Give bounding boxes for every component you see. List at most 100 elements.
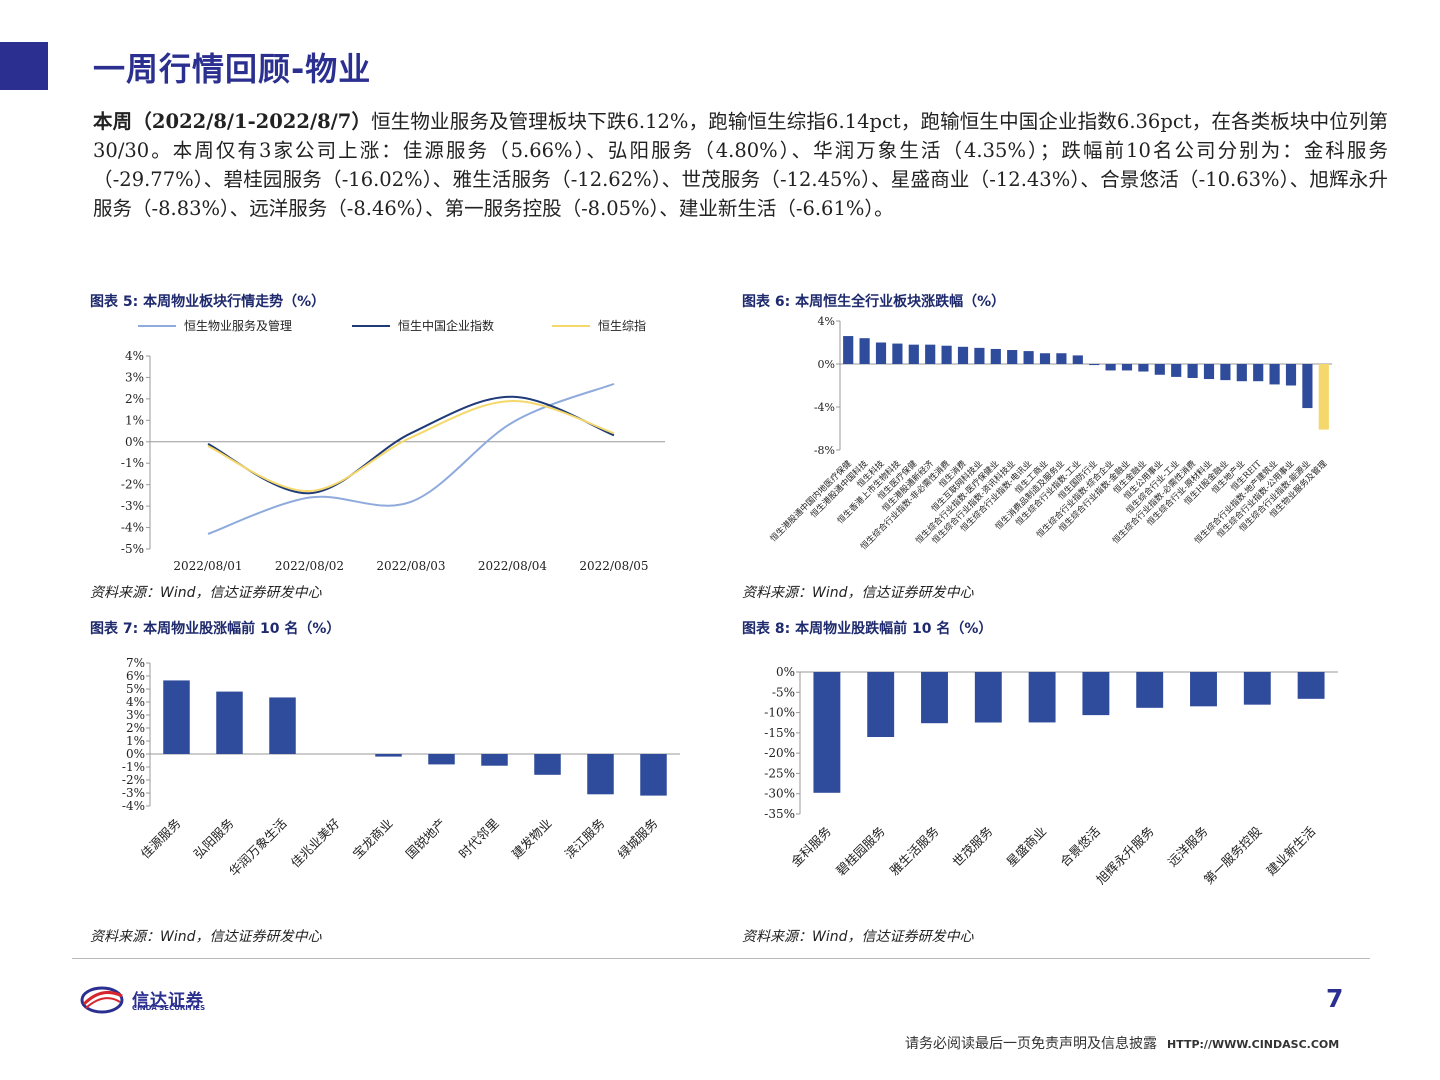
- fig5-y-tick-label: 3%: [125, 370, 144, 384]
- fig7-y-tick-label: -2%: [122, 773, 145, 787]
- page-number: 7: [1326, 984, 1344, 1013]
- logo-name-en: CINDA SECURITIES: [132, 1004, 206, 1012]
- fig5-x-tick-label: 2022/08/05: [579, 559, 648, 573]
- fig8-y-tick-label: -5%: [772, 685, 795, 699]
- fig8-y-tick-label: -35%: [764, 807, 795, 821]
- website-url: HTTP://WWW.CINDASC.COM: [1167, 1038, 1340, 1051]
- fig5-line-chart: 恒生物业服务及管理 恒生中国企业指数 恒生综指 4% 3% 2% 1% 0% -1% -2% -3%…: [121, 318, 665, 573]
- fig5-x-tick-label: 2022/08/02: [275, 559, 344, 573]
- fig7-y-tick-label: -1%: [122, 760, 145, 774]
- fig7-y-tick-label: -3%: [122, 786, 145, 800]
- fig5-legend-label-1: 恒生中国企业指数: [398, 318, 494, 333]
- fig8-bar: [921, 672, 948, 724]
- fig6-bar: [1138, 364, 1149, 372]
- fig8-x-tick-label: 雅生活服务: [887, 824, 942, 879]
- fig8-y-tick-label: -15%: [764, 726, 795, 740]
- fig8-x-tick-label: 世茂服务: [949, 824, 995, 870]
- fig7-y-tick-label: 2%: [126, 721, 145, 735]
- fig7-x-tick-label: 宝龙商业: [350, 816, 396, 862]
- fig5-legend-label-0: 恒生物业服务及管理: [184, 318, 292, 333]
- fig8-y-tick-label: -10%: [764, 706, 795, 720]
- fig6-bar: [941, 345, 952, 364]
- fig8-bar: [1028, 672, 1056, 723]
- fig7-x-tick-label: 时代邻里: [456, 816, 502, 862]
- fig6-y-tick-label: 0%: [818, 358, 835, 371]
- fig6-bar: [908, 344, 919, 364]
- fig6-bar: [1203, 364, 1215, 380]
- fig5-y-tick-label: 0%: [125, 435, 144, 449]
- fig7-bar-chart: 7%6%5%4%3%2%1%0%-1%-2%-3%-4%佳源服务 弘阳服务华润万象…: [122, 656, 680, 879]
- fig7-bar: [587, 754, 614, 795]
- fig7-source: 资料来源：Wind，信达证券研发中心: [90, 929, 322, 945]
- fig6-bar: [1039, 353, 1051, 364]
- fig6-bar: [1171, 364, 1182, 377]
- fig7-y-tick-label: 5%: [126, 682, 145, 696]
- summary-text: 恒生物业服务及管理板块下跌6.12%，跑输恒生综指6.14pct，跑输恒生中国企…: [93, 110, 1389, 220]
- fig6-bar: [1236, 364, 1247, 382]
- fig8-bar: [1297, 672, 1325, 699]
- fig8-x-tick-label: 第一服务控股: [1201, 823, 1265, 887]
- fig5-y-tick-label: -4%: [121, 521, 144, 535]
- fig5-x-tick-label: 2022/08/04: [478, 559, 548, 573]
- fig6-bar: [1154, 364, 1165, 375]
- fig7-bar: [163, 680, 190, 754]
- fig6-bar: [1121, 364, 1133, 371]
- fig6-bar: [1285, 364, 1297, 386]
- fig8-x-tick-label: 合景悠活: [1057, 824, 1103, 870]
- page-title: 一周行情回顾-物业: [93, 50, 372, 88]
- fig7-x-tick-label: 佳兆业美好: [288, 816, 343, 871]
- fig8-x-tick-label: 碧桂园服务: [833, 824, 888, 879]
- fig5-y-tick-label: 4%: [125, 349, 144, 363]
- fig7-bar: [481, 754, 508, 766]
- fig6-y-tick-label: -4%: [814, 401, 835, 414]
- fig6-bar: [974, 347, 985, 364]
- fig7-y-tick-label: 1%: [126, 734, 145, 748]
- fig6-bar: [1187, 364, 1198, 378]
- fig7-bar: [269, 697, 296, 754]
- fig6-source: 资料来源：Wind，信达证券研发中心: [742, 585, 974, 601]
- fig8-bar: [813, 672, 841, 793]
- fig6-bar: [1023, 351, 1034, 364]
- fig5-y-tick-label: 1%: [125, 413, 144, 427]
- fig7-x-tick-label: 弘阳服务: [191, 816, 237, 862]
- fig6-bar: [1318, 364, 1329, 430]
- disclaimer: 请务必阅读最后一页免责声明及信息披露 HTTP://WWW.CINDASC.COM: [905, 1033, 1339, 1053]
- fig7-y-tick-label: 0%: [126, 747, 145, 761]
- fig7-x-tick-label: 佳源服务: [138, 816, 184, 862]
- fig8-bar: [974, 672, 1002, 723]
- fig8-y-tick-label: -25%: [764, 766, 795, 780]
- fig7-bar: [534, 754, 561, 775]
- fig5-series-line-2: [207, 400, 615, 493]
- fig5-y-tick-label: 2%: [125, 392, 144, 406]
- fig7-bar: [640, 754, 667, 796]
- fig6-bar: [1253, 364, 1264, 382]
- fig6-bar: [1072, 355, 1083, 364]
- weekly-summary: 本周（2022/8/1-2022/8/7）恒生物业服务及管理板块下跌6.12%，…: [93, 107, 1388, 223]
- fig8-y-tick-label: -30%: [764, 787, 795, 801]
- fig5-y-tick-label: -5%: [121, 542, 144, 556]
- logo-name-cn: 信达证券: [132, 991, 204, 1011]
- fig6-x-tick-label: 恒生港股通中国内地医疗保健: [768, 458, 854, 544]
- fig7-y-tick-label: -4%: [122, 799, 145, 813]
- fig6-title: 图表 6: 本周恒生全行业板块涨跌幅（%）: [742, 294, 1006, 310]
- fig8-bar: [1243, 672, 1271, 705]
- fig7-bar: [216, 691, 243, 754]
- fig7-y-tick-label: 6%: [126, 669, 145, 683]
- fig8-bar: [1136, 672, 1164, 708]
- fig8-x-tick-label: 建业新生活: [1263, 824, 1318, 879]
- fig7-bar: [428, 754, 455, 765]
- fig6-bar: [859, 338, 870, 364]
- fig6-bar: [1220, 364, 1231, 381]
- fig6-bar: [925, 344, 936, 364]
- fig7-y-tick-label: 4%: [126, 695, 145, 709]
- fig5-x-tick-label: 2022/08/01: [173, 559, 242, 573]
- cinda-logo-icon: [80, 986, 124, 1014]
- fig8-y-tick-label: -20%: [764, 746, 795, 760]
- fig5-x-tick-label: 2022/08/03: [376, 559, 445, 573]
- fig8-x-tick-label: 远洋服务: [1165, 824, 1211, 870]
- fig8-bar: [1082, 672, 1110, 716]
- fig6-y-tick-label: 4%: [818, 315, 835, 328]
- fig7-x-tick-label: 国锐地产: [403, 816, 449, 862]
- summary-period: 本周（2022/8/1-2022/8/7）: [93, 110, 372, 133]
- fig8-x-tick-label: 旭辉永升服务: [1093, 824, 1157, 888]
